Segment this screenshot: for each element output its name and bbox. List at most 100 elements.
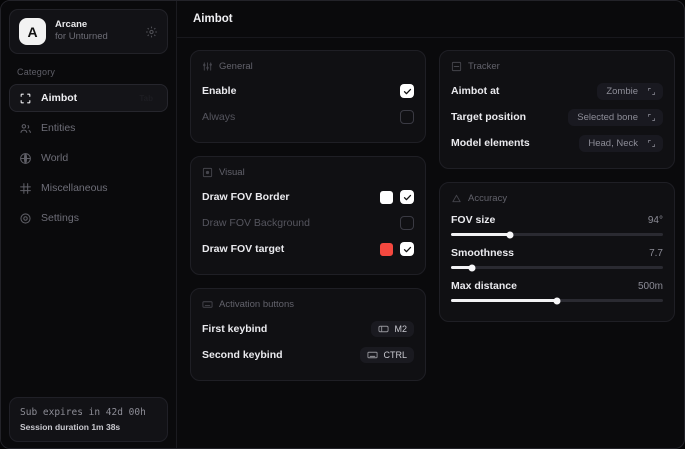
color-swatch-fov-target[interactable] — [380, 242, 393, 256]
slider-header: Smoothness 7.7 — [451, 247, 663, 259]
row-always[interactable]: Always — [202, 104, 414, 130]
select-model-elements[interactable]: Head, Neck — [579, 134, 663, 152]
row-draw-fov-background[interactable]: Draw FOV Background — [202, 210, 414, 236]
sidebar-item-label: Settings — [41, 212, 79, 224]
panel-visual: Visual Draw FOV Border Draw FOV Backgrou… — [190, 156, 426, 275]
row-controls — [400, 110, 414, 124]
keybind-value: CTRL — [383, 350, 407, 360]
category-label: Category — [17, 67, 56, 77]
checkbox-enable[interactable] — [400, 84, 414, 98]
sidebar-item-world[interactable]: World — [9, 144, 168, 172]
row-draw-fov-target[interactable]: Draw FOV target — [202, 236, 414, 262]
entities-icon — [19, 122, 32, 135]
slider-knob[interactable] — [553, 297, 561, 304]
expand-icon — [647, 139, 656, 148]
keyboard-icon — [202, 299, 213, 310]
session-duration-text: Session duration 1m 38s — [20, 422, 121, 432]
slider-track[interactable] — [451, 231, 663, 238]
sidebar-item-settings[interactable]: Settings — [9, 204, 168, 232]
sliders-icon — [202, 61, 213, 72]
content-area: General Enable Always — [177, 38, 684, 448]
panel-title: Visual — [219, 167, 245, 178]
sidebar-item-label: Miscellaneous — [41, 182, 108, 194]
sidebar-item-aimbot[interactable]: Aimbot Tab — [9, 84, 168, 112]
grid-icon — [19, 182, 32, 195]
row-model-elements[interactable]: Model elements Head, Neck — [451, 130, 663, 156]
select-target-position[interactable]: Selected bone — [568, 108, 663, 126]
panel-title: General — [219, 61, 253, 72]
topbar: Aimbot — [177, 1, 684, 38]
slider-track[interactable] — [451, 264, 663, 271]
sidebar-item-label: World — [41, 152, 69, 164]
row-label: Target position — [451, 111, 527, 123]
slider-value: 94° — [647, 215, 663, 226]
profile-card[interactable]: A Arcane for Unturned — [9, 9, 168, 54]
row-second-keybind[interactable]: Second keybind CTRL — [202, 342, 414, 368]
globe-icon — [19, 152, 32, 165]
row-label: First keybind — [202, 323, 268, 335]
row-label: Draw FOV target — [202, 243, 285, 255]
slider-knob[interactable] — [468, 264, 476, 271]
profile-text: Arcane for Unturned — [55, 19, 108, 43]
row-label: Second keybind — [202, 349, 283, 361]
keybind-badge-second[interactable]: CTRL — [360, 347, 414, 363]
select-aimbot-at[interactable]: Zombie — [597, 82, 663, 100]
slider-fill — [451, 299, 557, 302]
row-label: Draw FOV Background — [202, 217, 310, 229]
sidebar-item-label: Aimbot — [41, 92, 78, 104]
panel-tracker: Tracker Aimbot at Zombie Target position — [439, 50, 675, 169]
row-label: Draw FOV Border — [202, 191, 290, 203]
crosshair-icon — [19, 92, 32, 105]
checkbox-fov-target[interactable] — [400, 242, 414, 256]
row-target-position[interactable]: Target position Selected bone — [451, 104, 663, 130]
keybind-badge-first[interactable]: M2 — [371, 321, 414, 337]
slider-smoothness[interactable]: Smoothness 7.7 — [451, 243, 663, 276]
slider-label: FOV size — [451, 214, 496, 226]
row-aimbot-at[interactable]: Aimbot at Zombie — [451, 78, 663, 104]
slider-fov-size[interactable]: FOV size 94° — [451, 210, 663, 243]
panel-activation-buttons: Activation buttons First keybind M2 Seco… — [190, 288, 426, 381]
slider-track[interactable] — [451, 297, 663, 304]
row-enable[interactable]: Enable — [202, 78, 414, 104]
color-swatch-fov-border[interactable] — [380, 190, 393, 204]
row-draw-fov-border[interactable]: Draw FOV Border — [202, 184, 414, 210]
checkbox-fov-background[interactable] — [400, 216, 414, 230]
expand-icon — [647, 113, 656, 122]
row-first-keybind[interactable]: First keybind M2 — [202, 316, 414, 342]
row-label: Aimbot at — [451, 85, 500, 97]
panel-title: Accuracy — [468, 193, 508, 204]
triangle-icon — [451, 193, 462, 204]
checkbox-fov-border[interactable] — [400, 190, 414, 204]
slider-max-distance[interactable]: Max distance 500m — [451, 276, 663, 309]
row-label: Model elements — [451, 137, 530, 149]
slider-label: Smoothness — [451, 247, 515, 259]
row-controls — [400, 216, 414, 230]
slider-header: Max distance 500m — [451, 280, 663, 292]
slider-value: 500m — [637, 281, 663, 292]
gear-icon[interactable] — [145, 25, 158, 38]
gear-icon — [19, 212, 32, 225]
slider-label: Max distance — [451, 280, 517, 292]
slider-fill — [451, 266, 473, 269]
slider-fill — [451, 233, 511, 236]
keybind-value: M2 — [394, 324, 407, 334]
mouse-icon — [378, 325, 390, 333]
row-label: Always — [202, 111, 236, 123]
eye-icon — [202, 167, 213, 178]
slider-value: 7.7 — [649, 248, 663, 259]
panel-activation-header: Activation buttons — [202, 299, 414, 310]
profile-subtitle: for Unturned — [55, 31, 108, 42]
row-controls — [380, 242, 414, 256]
sidebar-item-miscellaneous[interactable]: Miscellaneous — [9, 174, 168, 202]
right-column: Tracker Aimbot at Zombie Target position — [439, 50, 675, 322]
app-logo: A — [19, 18, 46, 45]
sidebar-item-label: Entities — [41, 122, 76, 134]
profile-name: Arcane — [55, 19, 88, 31]
checkbox-always[interactable] — [400, 110, 414, 124]
target-icon — [451, 61, 462, 72]
sidebar-item-entities[interactable]: Entities — [9, 114, 168, 142]
main-area: Aimbot General Enable — [177, 1, 684, 448]
slider-knob[interactable] — [506, 231, 514, 238]
select-value: Selected bone — [577, 111, 638, 123]
